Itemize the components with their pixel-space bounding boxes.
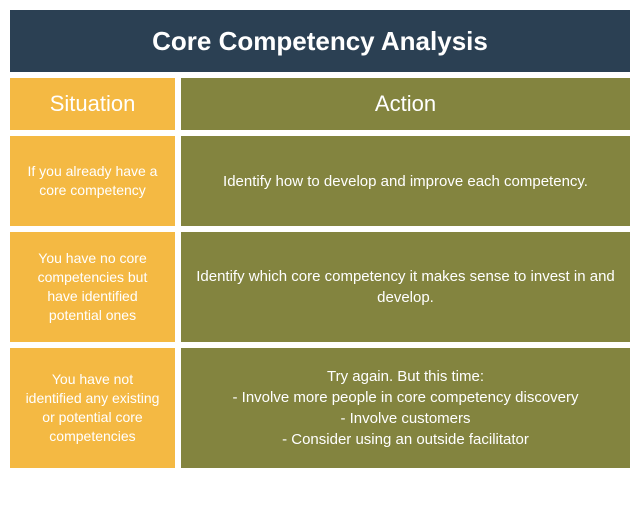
situation-text: If you already have a core competency	[22, 162, 163, 200]
action-text: Identify how to develop and improve each…	[223, 171, 588, 192]
situation-text: You have no core competencies but have i…	[22, 249, 163, 325]
action-cell: Identify how to develop and improve each…	[181, 136, 630, 226]
action-cell: Try again. But this time: - Involve more…	[181, 348, 630, 468]
title-bar: Core Competency Analysis	[10, 10, 630, 72]
situation-cell: You have not identified any existing or …	[10, 348, 175, 468]
situation-cell: If you already have a core competency	[10, 136, 175, 226]
table-grid: Situation Action If you already have a c…	[10, 78, 630, 468]
column-header-action: Action	[181, 78, 630, 130]
action-cell: Identify which core competency it makes …	[181, 232, 630, 342]
situation-cell: You have no core competencies but have i…	[10, 232, 175, 342]
situation-text: You have not identified any existing or …	[22, 370, 163, 446]
infographic-container: Core Competency Analysis Situation Actio…	[10, 10, 630, 468]
action-text: Try again. But this time: - Involve more…	[233, 366, 579, 450]
page-title: Core Competency Analysis	[152, 26, 488, 57]
column-header-situation: Situation	[10, 78, 175, 130]
action-text: Identify which core competency it makes …	[193, 266, 618, 308]
